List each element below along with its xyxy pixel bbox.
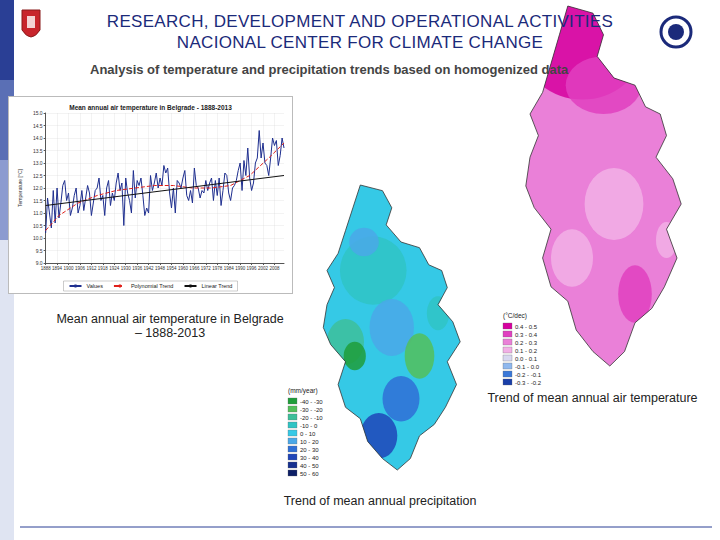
svg-text:20 - 30: 20 - 30 — [300, 447, 319, 453]
svg-text:-0.2 - -0.1: -0.2 - -0.1 — [515, 372, 542, 378]
svg-text:0 - 10: 0 - 10 — [300, 431, 316, 437]
svg-text:1900: 1900 — [64, 266, 75, 271]
html-text:Trend of mean annual air tempe: Trend of mean annual air temperature — [487, 391, 698, 405]
svg-text:-20 - -10: -20 - -10 — [300, 415, 323, 421]
html-text:Analysis of temperature and pr: Analysis of temperature and precipitatio… — [90, 62, 569, 77]
svg-text:2002: 2002 — [258, 266, 269, 271]
svg-text:-30 - -20: -30 - -20 — [300, 407, 323, 413]
svg-text:Linear Trend: Linear Trend — [202, 283, 233, 289]
svg-text:13.0: 13.0 — [33, 160, 43, 166]
svg-text:30 - 40: 30 - 40 — [300, 455, 319, 461]
svg-text:1996: 1996 — [247, 266, 258, 271]
svg-text:0.2 - 0.3: 0.2 - 0.3 — [515, 340, 538, 346]
svg-text:10.5: 10.5 — [33, 223, 43, 229]
svg-text:14.5: 14.5 — [33, 123, 43, 129]
svg-text:1954: 1954 — [166, 266, 177, 271]
svg-text:1906: 1906 — [75, 266, 86, 271]
svg-text:11.5: 11.5 — [33, 198, 43, 204]
svg-text:1942: 1942 — [144, 266, 155, 271]
html-text:Trend of mean annual precipita: Trend of mean annual precipitation — [283, 494, 477, 508]
svg-text:0.0 - 0.1: 0.0 - 0.1 — [515, 356, 538, 362]
svg-text:(°C/dec): (°C/dec) — [503, 312, 527, 320]
svg-text:-40 - -30: -40 - -30 — [300, 399, 323, 405]
svg-text:14.0: 14.0 — [33, 135, 43, 141]
svg-text:0.1 - 0.2: 0.1 - 0.2 — [515, 348, 538, 354]
svg-text:1936: 1936 — [132, 266, 143, 271]
svg-text:2008: 2008 — [269, 266, 280, 271]
svg-text:40 - 50: 40 - 50 — [300, 463, 319, 469]
svg-text:1990: 1990 — [235, 266, 246, 271]
svg-text:1924: 1924 — [109, 266, 120, 271]
svg-text:-0.3 - -0.2: -0.3 - -0.2 — [515, 380, 542, 386]
svg-text:(mm/year): (mm/year) — [288, 387, 318, 395]
html-text:NACIONAL CENTER FOR CLIMATE CH: NACIONAL CENTER FOR CLIMATE CHANGE — [176, 33, 544, 52]
svg-text:15.0: 15.0 — [33, 110, 43, 116]
svg-text:1888: 1888 — [41, 266, 52, 271]
svg-text:1960: 1960 — [178, 266, 189, 271]
svg-text:9.0: 9.0 — [35, 260, 43, 266]
svg-text:1948: 1948 — [155, 266, 166, 271]
svg-text:Values: Values — [87, 283, 104, 289]
svg-text:10 - 20: 10 - 20 — [300, 439, 319, 445]
svg-text:12.5: 12.5 — [33, 173, 43, 179]
svg-text:1972: 1972 — [201, 266, 212, 271]
html-text:Mean annual air temperature in: Mean annual air temperature in Belgrade … — [56, 312, 284, 340]
svg-text:1912: 1912 — [86, 266, 97, 271]
svg-text:-10 - 0: -10 - 0 — [300, 423, 318, 429]
svg-text:0.3 - 0.4: 0.3 - 0.4 — [515, 332, 538, 338]
svg-text:9.5: 9.5 — [36, 248, 43, 254]
svg-text:1894: 1894 — [52, 266, 63, 271]
svg-text:13.5: 13.5 — [33, 148, 43, 154]
svg-text:12.0: 12.0 — [33, 185, 43, 191]
svg-text:-0.1 - 0.0: -0.1 - 0.0 — [515, 364, 540, 370]
svg-text:0.4 - 0.5: 0.4 - 0.5 — [515, 324, 538, 330]
svg-text:Mean annual air temperature in: Mean annual air temperature in Belgrade … — [69, 104, 232, 112]
svg-text:Temperature [°C]: Temperature [°C] — [17, 168, 23, 206]
svg-text:11.0: 11.0 — [33, 210, 43, 216]
svg-text:1984: 1984 — [224, 266, 235, 271]
svg-text:Polynomial Trend: Polynomial Trend — [131, 283, 174, 289]
html-text:RESEARCH, DEVELOPMENT AND OPER: RESEARCH, DEVELOPMENT AND OPERATIONAL AC… — [106, 12, 614, 31]
svg-text:1966: 1966 — [189, 266, 200, 271]
svg-text:1918: 1918 — [98, 266, 109, 271]
svg-text:50 - 60: 50 - 60 — [300, 471, 319, 477]
svg-text:1978: 1978 — [212, 266, 223, 271]
svg-text:1930: 1930 — [121, 266, 132, 271]
svg-text:10.0: 10.0 — [33, 235, 43, 241]
